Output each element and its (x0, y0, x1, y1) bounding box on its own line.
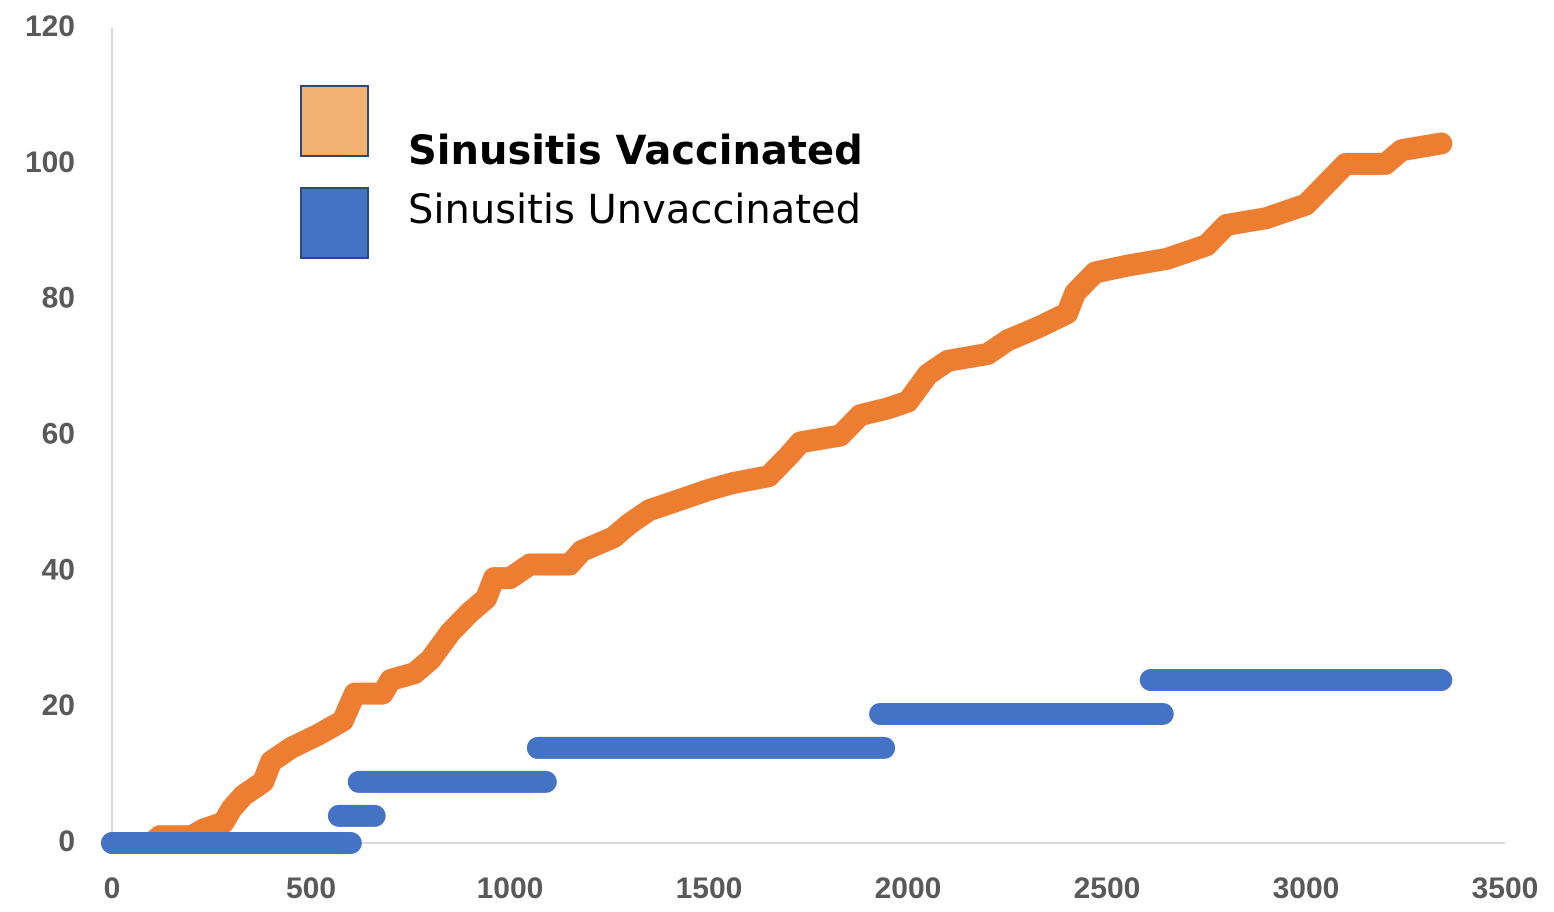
y-tick-label: 100 (25, 146, 75, 179)
x-tick-label: 3000 (1273, 872, 1340, 905)
legend-label: Sinusitis Unvaccinated (408, 187, 861, 233)
x-tick-label: 2000 (875, 872, 942, 905)
series-line (101, 669, 1453, 854)
legend-swatch (300, 85, 369, 157)
legend-swatch (300, 187, 369, 259)
x-tick-label: 500 (286, 872, 336, 905)
y-tick-label: 0 (58, 825, 75, 858)
y-tick-label: 80 (42, 282, 75, 315)
legend-label: Sinusitis Vaccinated (408, 128, 863, 174)
y-tick-label: 120 (25, 10, 75, 43)
x-tick-label: 3500 (1472, 872, 1539, 905)
x-tick-label: 1500 (676, 872, 743, 905)
x-tick-label: 1000 (477, 872, 544, 905)
y-tick-label: 40 (42, 553, 75, 586)
x-tick-label: 0 (104, 872, 121, 905)
y-tick-label: 60 (42, 417, 75, 450)
series-line (101, 132, 1453, 854)
y-tick-label: 20 (42, 689, 75, 722)
x-tick-label: 2500 (1074, 872, 1141, 905)
